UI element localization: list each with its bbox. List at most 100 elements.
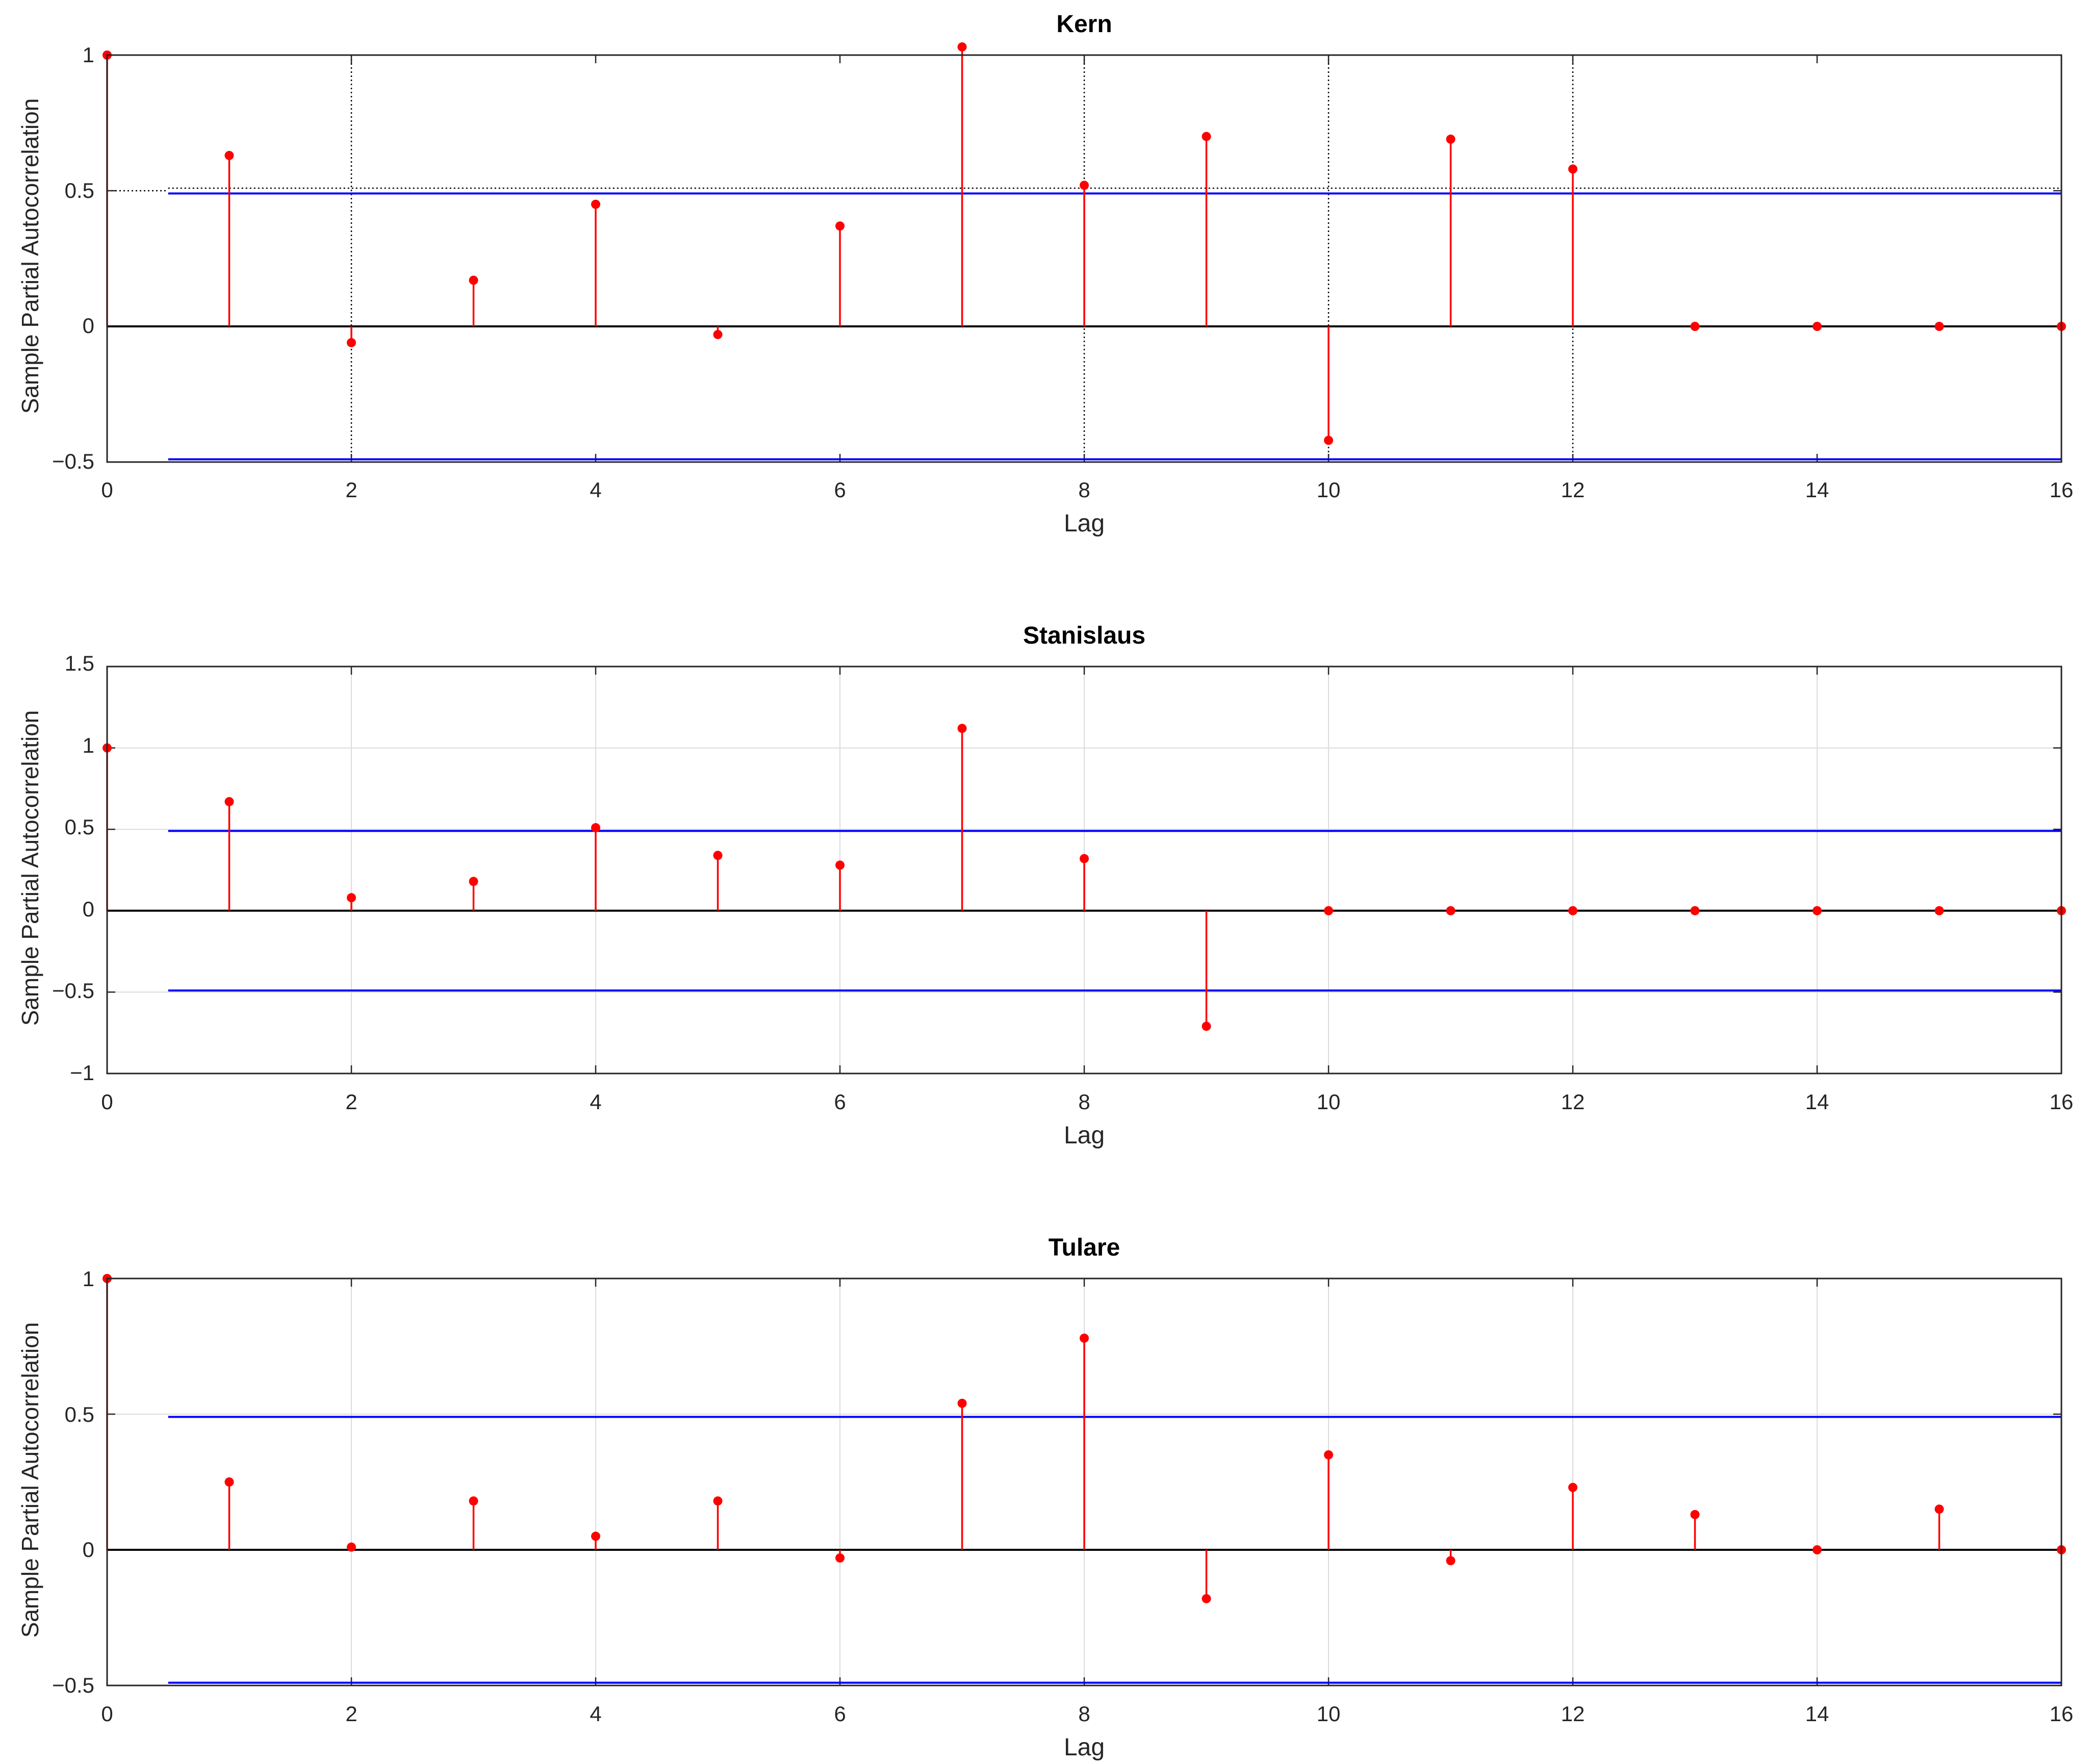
x-axis-label: Lag (1064, 510, 1105, 537)
stem-marker (1568, 906, 1577, 915)
y-tick-label: −0.5 (52, 979, 94, 1003)
y-tick-labels: −1 −0.5 0 0.5 1 1.5 (52, 651, 94, 1085)
x-tick-label: 12 (1561, 478, 1585, 502)
stem-marker (469, 275, 478, 285)
stem-marker (1690, 1510, 1700, 1519)
stem-marker (1813, 906, 1822, 915)
y-tick-label: 1.5 (65, 651, 94, 675)
stem-marker (347, 1542, 356, 1552)
stem-marker (469, 1496, 478, 1506)
stem-marker (1934, 906, 1944, 915)
x-tick-label: 8 (1078, 1702, 1090, 1726)
y-tick-labels: −0.5 0 0.5 1 (52, 43, 94, 473)
chart-panel-kern: Kern Sample Partial Autocorrelation Lag … (17, 11, 2073, 537)
y-tick-label: 1 (83, 733, 94, 757)
x-tick-labels: 0 2 4 6 8 10 12 14 16 (101, 1090, 2073, 1114)
stem-marker (835, 221, 845, 231)
stem-marker (713, 851, 723, 860)
x-tick-labels: 0 2 4 6 8 10 12 14 16 (101, 1702, 2073, 1726)
stem-marker (1202, 1594, 1211, 1603)
stem-marker (591, 1531, 600, 1541)
stem-marker (1813, 1545, 1822, 1554)
x-tick-label: 14 (1805, 478, 1829, 502)
stem-marker (1568, 1482, 1577, 1492)
y-tick-label: 0.5 (65, 815, 94, 839)
stem-marker (835, 1553, 845, 1563)
x-tick-label: 16 (2050, 1702, 2074, 1726)
x-tick-label: 0 (101, 478, 113, 502)
x-tick-label: 4 (590, 478, 601, 502)
x-tick-label: 12 (1561, 1702, 1585, 1726)
stem-marker (1324, 436, 1333, 445)
stem-marker (347, 893, 356, 903)
x-axis-label: Lag (1064, 1122, 1105, 1149)
y-tick-label: 0 (83, 1538, 94, 1562)
x-tick-label: 14 (1805, 1702, 1829, 1726)
stem-marker (1813, 322, 1822, 331)
stem-marker (1202, 1021, 1211, 1031)
stem-marker (224, 797, 234, 806)
x-axis-label: Lag (1064, 1734, 1105, 1761)
x-tick-label: 10 (1317, 1702, 1341, 1726)
stem-marker (224, 1477, 234, 1487)
stem-marker (1446, 134, 1456, 144)
plot-area (103, 42, 2066, 463)
y-axis-label: Sample Partial Autocorrelation (17, 1322, 43, 1638)
stem-marker (1934, 1504, 1944, 1514)
stem-marker (1690, 322, 1700, 331)
stem-marker (957, 1398, 967, 1408)
y-tick-label: −0.5 (52, 1673, 94, 1697)
x-tick-label: 12 (1561, 1090, 1585, 1114)
x-tick-label: 14 (1805, 1090, 1829, 1114)
x-tick-label: 6 (834, 1702, 846, 1726)
x-tick-labels: 0 2 4 6 8 10 12 14 16 (101, 478, 2073, 502)
x-tick-label: 6 (834, 1090, 846, 1114)
stem-marker (1568, 164, 1577, 174)
plot-area (103, 1274, 2066, 1686)
stem-marker (1934, 322, 1944, 331)
grid-lines (107, 1279, 2061, 1685)
x-tick-label: 4 (590, 1090, 601, 1114)
stem-marker (224, 150, 234, 160)
y-tick-label: −0.5 (52, 449, 94, 473)
y-tick-label: 0 (83, 897, 94, 921)
y-tick-label: 0.5 (65, 178, 94, 202)
stem-marker (1324, 1450, 1333, 1460)
stem-marker (1080, 181, 1089, 190)
x-tick-label: 0 (101, 1702, 113, 1726)
stem-marker (1446, 1556, 1456, 1566)
stem-marker (347, 338, 356, 347)
chart-title: Stanislaus (1023, 622, 1145, 649)
y-tick-label: 1 (83, 43, 94, 67)
x-tick-label: 16 (2050, 1090, 2074, 1114)
pacf-series (103, 724, 2066, 1031)
chart-panel-tulare: Tulare Sample Partial Autocorrelation La… (17, 1234, 2073, 1761)
x-tick-label: 10 (1317, 478, 1341, 502)
stem-marker (957, 724, 967, 733)
stem-marker (1080, 1334, 1089, 1343)
stem-marker (713, 329, 723, 339)
x-tick-label: 10 (1317, 1090, 1341, 1114)
x-tick-label: 4 (590, 1702, 601, 1726)
x-tick-label: 2 (345, 1090, 357, 1114)
axes-box (106, 1277, 2062, 1686)
x-tick-label: 8 (1078, 478, 1090, 502)
chart-title: Tulare (1049, 1234, 1120, 1261)
x-tick-label: 2 (345, 1702, 357, 1726)
stem-marker (1324, 906, 1333, 915)
x-tick-label: 0 (101, 1090, 113, 1114)
stem-marker (1446, 906, 1456, 915)
x-tick-label: 8 (1078, 1090, 1090, 1114)
stem-marker (1690, 906, 1700, 915)
stem-marker (957, 42, 967, 52)
chart-panel-stanislaus: Stanislaus Sample Partial Autocorrelatio… (17, 622, 2073, 1149)
axes-box (106, 54, 2062, 463)
x-tick-label: 16 (2050, 478, 2074, 502)
y-tick-labels: −0.5 0 0.5 1 (52, 1267, 94, 1697)
y-tick-label: 0.5 (65, 1402, 94, 1426)
plot-area (103, 666, 2066, 1075)
stem-marker (835, 860, 845, 870)
stem-marker (591, 823, 600, 833)
